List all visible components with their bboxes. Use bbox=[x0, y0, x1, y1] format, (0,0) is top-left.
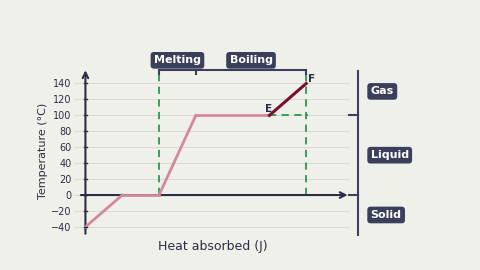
Text: E: E bbox=[265, 104, 272, 114]
Text: Solid: Solid bbox=[371, 210, 402, 220]
Text: Melting: Melting bbox=[154, 55, 201, 65]
Text: F: F bbox=[308, 74, 315, 84]
Y-axis label: Temperature (°C): Temperature (°C) bbox=[38, 103, 48, 199]
Text: Boiling: Boiling bbox=[229, 55, 273, 65]
Text: Liquid: Liquid bbox=[371, 150, 409, 160]
Text: Gas: Gas bbox=[371, 86, 394, 96]
X-axis label: Heat absorbed (J): Heat absorbed (J) bbox=[157, 241, 267, 254]
